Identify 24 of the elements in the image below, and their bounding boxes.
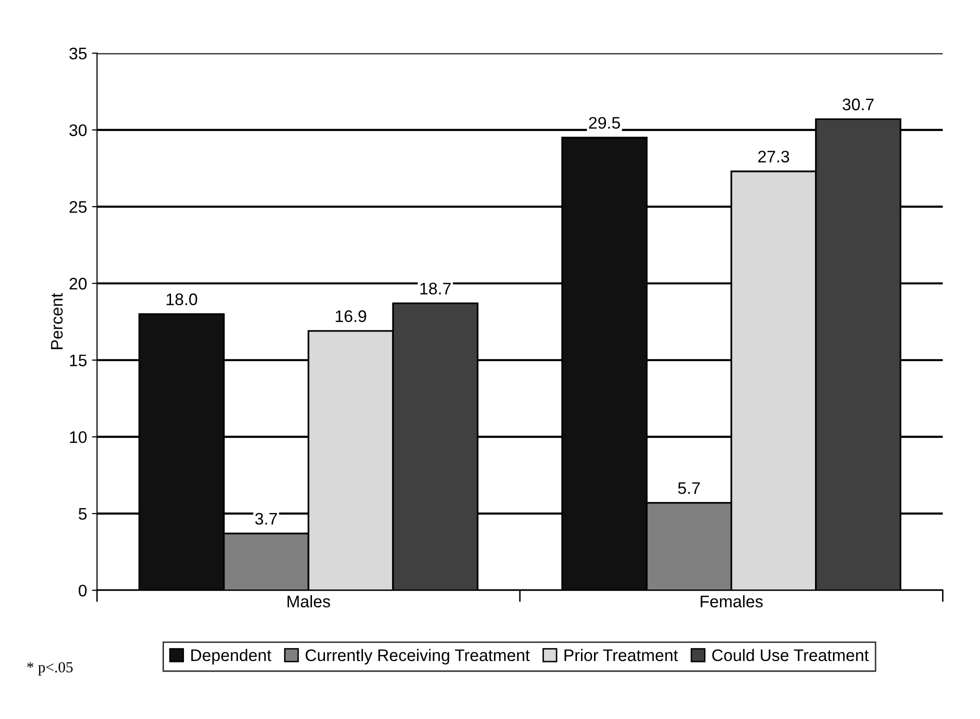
data-label: 27.3	[758, 150, 790, 163]
data-label: 29.5	[589, 116, 620, 129]
y-tick-label: 25	[70, 201, 87, 213]
y-tick-label: 15	[70, 354, 87, 366]
data-label: 18.0	[166, 293, 198, 306]
y-axis-title: Percent	[51, 293, 63, 350]
legend-label: Dependent	[191, 648, 272, 664]
y-tick-label: 30	[69, 124, 87, 136]
text: * p<.05	[27, 662, 73, 676]
y-tick-label: 20	[70, 278, 87, 290]
y-tick-label: 10	[70, 431, 87, 444]
y-tick-label: 35	[69, 48, 87, 60]
legend-label: Currently Receiving Treatment	[306, 648, 530, 664]
x-tick-label: Females	[700, 595, 763, 608]
data-label: 30.7	[842, 98, 874, 110]
data-label: 16.9	[336, 310, 366, 322]
y-tick-label: 0	[78, 584, 87, 596]
data-label: 18.7	[420, 282, 451, 294]
data-label: 5.7	[678, 482, 700, 494]
data-label: 3.7	[255, 512, 277, 525]
legend-label: Prior Treatment	[564, 648, 678, 662]
x-tick-label: Males	[288, 595, 330, 608]
legend-label: Could Use Treatment	[712, 648, 869, 662]
y-tick-label: 5	[78, 508, 87, 520]
